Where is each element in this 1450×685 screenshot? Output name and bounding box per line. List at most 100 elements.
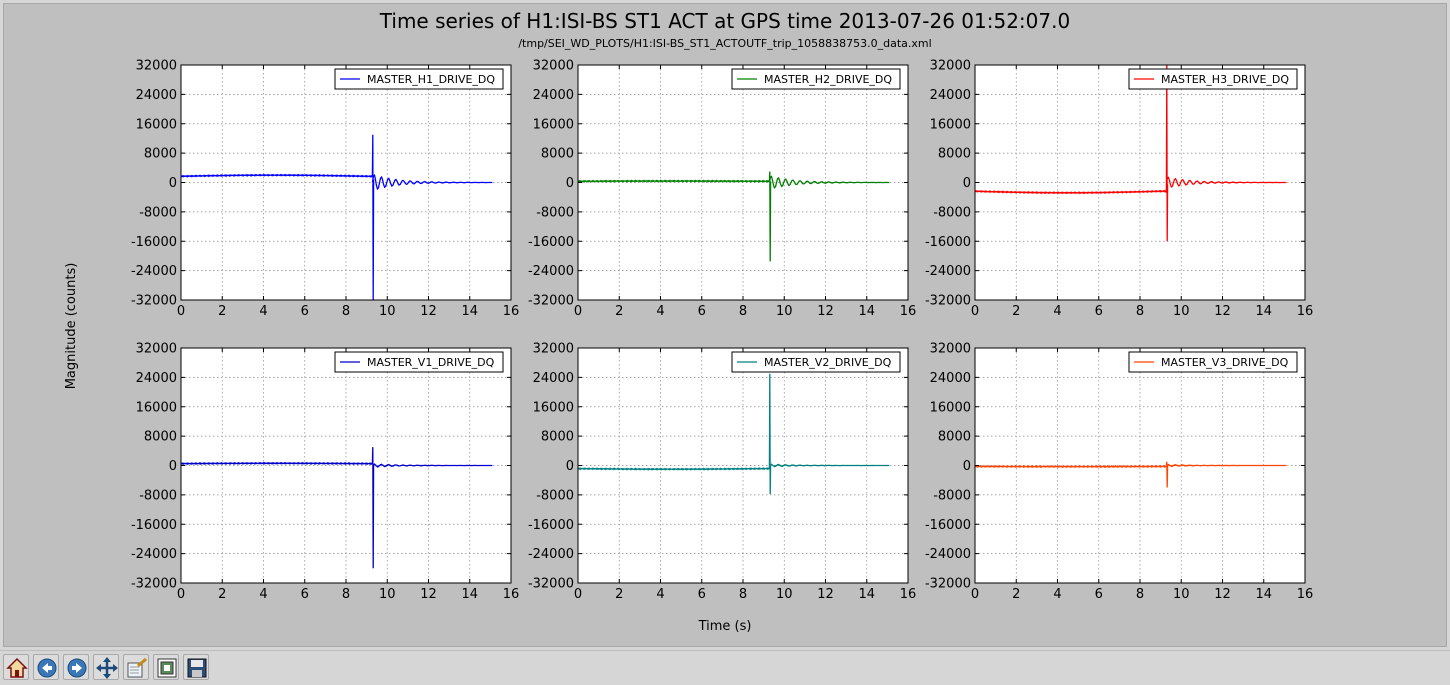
x-tick-label: 6 <box>1095 587 1103 602</box>
series-line <box>181 134 493 300</box>
x-tick-label: 6 <box>698 587 706 602</box>
y-tick-label: -8000 <box>933 488 971 503</box>
y-tick-label: -24000 <box>925 547 971 562</box>
x-tick-label: 6 <box>698 304 706 319</box>
y-tick-label: -8000 <box>933 205 971 220</box>
x-tick-label: 16 <box>900 587 917 602</box>
y-tick-label: 8000 <box>938 430 971 445</box>
home-icon <box>6 657 28 678</box>
y-tick-label: 0 <box>963 459 971 474</box>
x-tick-label: 0 <box>971 304 979 319</box>
y-tick-label: 24000 <box>930 371 971 386</box>
x-tick-label: 16 <box>503 587 520 602</box>
y-tick-label: -32000 <box>925 577 971 592</box>
figure-svg: Time series of H1:ISI-BS ST1 ACT at GPS … <box>64 9 1313 634</box>
x-tick-label: 4 <box>259 304 267 319</box>
x-tick-label: 2 <box>615 304 623 319</box>
subplot-4: 0 2 4 6 8 10 12 14 16 -32000 -24000 -16000 -8000 0 800… <box>131 342 519 603</box>
x-tick-label: 4 <box>259 587 267 602</box>
y-tick-label: 32000 <box>930 59 971 74</box>
legend-label: MASTER_H3_DRIVE_DQ <box>1161 73 1289 86</box>
legend-box <box>731 351 901 373</box>
forward-arrow-icon <box>67 658 87 678</box>
subplots-button[interactable] <box>153 654 179 680</box>
x-tick-label: 10 <box>776 587 793 602</box>
x-tick-label: 12 <box>1214 587 1231 602</box>
x-tick-label: 8 <box>1136 304 1144 319</box>
x-tick-label: 16 <box>900 304 917 319</box>
series-line <box>181 447 493 569</box>
x-tick-label: 14 <box>1255 304 1272 319</box>
navigation-toolbar <box>0 650 1450 685</box>
x-tick-label: 12 <box>817 587 834 602</box>
pan-button[interactable] <box>93 654 119 680</box>
subplot-3: 0 2 4 6 8 10 12 14 16 -32000 -24000 -16000 -8000 0 800… <box>925 59 1313 320</box>
legend-label: MASTER_H1_DRIVE_DQ <box>367 73 495 86</box>
home-button[interactable] <box>3 654 29 680</box>
y-tick-label: -16000 <box>131 235 177 250</box>
y-tick-label: 32000 <box>533 342 574 357</box>
y-tick-label: -24000 <box>131 547 177 562</box>
y-tick-label: -16000 <box>925 518 971 533</box>
x-tick-label: 16 <box>1297 304 1314 319</box>
save-button[interactable] <box>183 654 209 680</box>
y-tick-label: 32000 <box>136 59 177 74</box>
subplot-6: 0 2 4 6 8 10 12 14 16 -32000 -24000 -16000 -8000 0 800… <box>925 342 1313 603</box>
y-tick-label: 32000 <box>930 342 971 357</box>
y-tick-label: -32000 <box>528 294 574 309</box>
y-tick-label: -32000 <box>528 577 574 592</box>
y-tick-label: -32000 <box>131 294 177 309</box>
forward-button[interactable] <box>63 654 89 680</box>
x-tick-label: 6 <box>301 587 309 602</box>
y-tick-label: -24000 <box>528 547 574 562</box>
zoom-button[interactable] <box>123 654 149 680</box>
y-tick-label: -16000 <box>925 235 971 250</box>
y-tick-label: 24000 <box>136 371 177 386</box>
y-tick-label: -24000 <box>131 264 177 279</box>
series-line <box>975 65 1287 242</box>
x-tick-label: 12 <box>817 304 834 319</box>
subplot-2: 0 2 4 6 8 10 12 14 16 -32000 -24000 -16000 -8000 0 800… <box>528 59 916 320</box>
x-tick-label: 8 <box>739 304 747 319</box>
subplot-5: 0 2 4 6 8 10 12 14 16 -32000 -24000 -16000 -8000 0 800… <box>528 342 916 603</box>
x-tick-label: 4 <box>1053 304 1061 319</box>
legend-box <box>731 68 901 90</box>
x-tick-label: 0 <box>971 587 979 602</box>
y-tick-label: 32000 <box>533 59 574 74</box>
x-tick-label: 8 <box>739 587 747 602</box>
x-tick-label: 14 <box>461 304 478 319</box>
figure-title: Time series of H1:ISI-BS ST1 ACT at GPS … <box>379 9 1070 33</box>
y-tick-label: 8000 <box>938 147 971 162</box>
back-button[interactable] <box>33 654 59 680</box>
x-tick-label: 2 <box>615 587 623 602</box>
y-tick-label: 8000 <box>144 430 177 445</box>
y-tick-label: -32000 <box>131 577 177 592</box>
floppy-disk-icon <box>187 658 207 678</box>
y-tick-label: 0 <box>566 459 574 474</box>
x-tick-label: 12 <box>420 304 437 319</box>
x-tick-label: 8 <box>342 587 350 602</box>
series-line <box>975 461 1287 488</box>
x-tick-label: 14 <box>858 587 875 602</box>
legend-label: MASTER_V1_DRIVE_DQ <box>367 356 495 369</box>
x-tick-label: 0 <box>574 304 582 319</box>
y-tick-label: 16000 <box>930 117 971 132</box>
y-tick-label: 32000 <box>136 342 177 357</box>
y-tick-label: -32000 <box>925 294 971 309</box>
y-tick-label: 24000 <box>533 88 574 103</box>
y-tick-label: -16000 <box>528 518 574 533</box>
y-tick-label: 24000 <box>533 371 574 386</box>
x-tick-label: 14 <box>1255 587 1272 602</box>
y-tick-label: -24000 <box>925 264 971 279</box>
y-tick-label: -8000 <box>536 205 574 220</box>
legend-box <box>334 351 504 373</box>
y-tick-label: -8000 <box>536 488 574 503</box>
y-tick-label: 24000 <box>136 88 177 103</box>
x-tick-label: 16 <box>503 304 520 319</box>
y-tick-label: 8000 <box>144 147 177 162</box>
x-tick-label: 10 <box>1173 304 1190 319</box>
y-tick-label: -24000 <box>528 264 574 279</box>
x-tick-label: 6 <box>1095 304 1103 319</box>
series-line <box>578 171 890 262</box>
